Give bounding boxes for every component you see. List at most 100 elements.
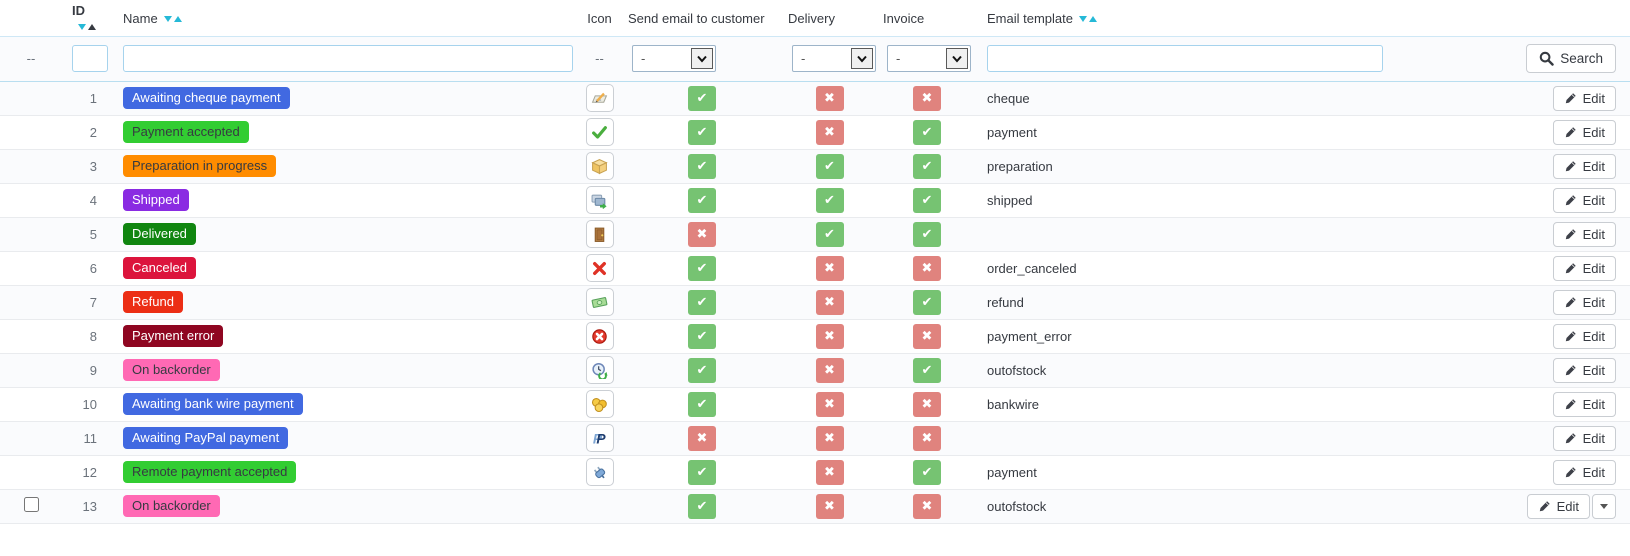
invoice-filter-select[interactable]: - [887,45,971,72]
row-icon-cell [577,149,622,184]
row-actions-cell: Edit [1397,421,1630,456]
edit-button[interactable]: Edit [1552,187,1616,213]
delivery-toggle[interactable]: ✖ [815,323,844,349]
send-email-toggle[interactable]: ✔ [688,357,716,383]
invoice-toggle[interactable]: ✔ [913,221,941,247]
invoice-toggle[interactable]: ✖ [913,255,941,281]
delivery-toggle[interactable]: ✖ [815,255,844,281]
header-send-email: Send email to customer [622,0,782,36]
invoice-toggle[interactable]: ✖ [913,85,941,111]
edit-button[interactable]: Edit [1552,323,1616,349]
delivery-toggle[interactable]: ✖ [815,425,844,451]
send-email-toggle[interactable]: ✔ [688,289,716,315]
edit-button[interactable]: Edit [1552,425,1616,451]
invoice-toggle[interactable]: ✖ [913,425,941,451]
invoice-toggle[interactable]: ✖ [913,323,941,349]
row-name-cell: On backorder [107,489,577,524]
row-invoice-cell: ✖ [877,81,977,116]
row-delivery-cell: ✖ [782,387,877,422]
select-dropdown-button[interactable] [946,48,968,69]
edit-button[interactable]: Edit [1526,493,1590,519]
send-email-toggle[interactable]: ✔ [688,323,716,349]
invoice-toggle[interactable]: ✔ [913,153,941,179]
sort-email-template[interactable] [1078,11,1098,26]
row-check-cell [0,115,62,150]
edit-button[interactable]: Edit [1552,289,1616,315]
delivery-toggle[interactable]: ✖ [815,493,844,519]
row-icon-cell [577,455,622,490]
row-check-cell [0,183,62,218]
sort-desc-icon[interactable] [78,24,86,31]
edit-button[interactable]: Edit [1552,119,1616,145]
invoice-toggle[interactable]: ✖ [913,493,941,519]
sort-desc-icon[interactable] [1078,16,1087,23]
edit-dropdown-toggle[interactable] [1592,493,1616,519]
row-id: 10 [62,387,107,422]
delivery-toggle[interactable]: ✖ [815,119,844,145]
delivery-toggle[interactable]: ✔ [815,153,844,179]
send-email-toggle[interactable]: ✔ [688,119,716,145]
header-email-template: Email template [977,0,1397,36]
sort-asc-icon[interactable] [88,24,96,31]
select-dropdown-button[interactable] [851,48,873,69]
send-email-toggle[interactable]: ✖ [688,425,716,451]
svg-text:P: P [596,430,606,446]
delivery-toggle[interactable]: ✖ [815,459,844,485]
invoice-toggle[interactable]: ✔ [913,357,941,383]
delivery-filter-select[interactable]: - [792,45,876,72]
edit-button[interactable]: Edit [1552,357,1616,383]
sort-name[interactable] [163,11,183,26]
delivery-toggle[interactable]: ✔ [815,187,844,213]
row-checkbox[interactable] [23,497,39,512]
sort-id[interactable] [77,19,97,34]
send-email-toggle[interactable]: ✔ [688,153,716,179]
email-template-value [977,217,1397,252]
delivery-toggle[interactable]: ✖ [815,391,844,417]
email-template-filter-input[interactable] [987,45,1383,72]
edit-button[interactable]: Edit [1552,221,1616,247]
send-email-filter-select[interactable]: - [632,45,716,72]
chevron-down-icon [697,55,707,63]
search-button[interactable]: Search [1526,44,1616,73]
filter-checkbox-cell: -- [0,35,62,82]
edit-button[interactable]: Edit [1552,255,1616,281]
row-invoice-cell: ✖ [877,421,977,456]
send-email-toggle[interactable]: ✔ [688,187,716,213]
send-email-toggle[interactable]: ✖ [688,221,716,247]
invoice-toggle[interactable]: ✔ [913,459,941,485]
invoice-toggle[interactable]: ✔ [913,187,941,213]
sort-asc-icon[interactable] [173,16,182,23]
edit-button[interactable]: Edit [1552,85,1616,111]
id-filter-input[interactable] [72,45,108,72]
delivery-toggle[interactable]: ✖ [815,289,844,315]
delivery-toggle[interactable]: ✖ [815,85,844,111]
send-email-toggle[interactable]: ✔ [688,459,716,485]
row-actions-cell: Edit [1397,115,1630,150]
row-delivery-cell: ✖ [782,489,877,524]
invoice-toggle[interactable]: ✖ [913,391,941,417]
row-check-cell [0,387,62,422]
invoice-toggle[interactable]: ✔ [913,289,941,315]
invoice-toggle[interactable]: ✔ [913,119,941,145]
sort-desc-icon[interactable] [163,16,172,23]
select-dropdown-button[interactable] [691,48,713,69]
table-row: 13 On backorder ✔ ✖ ✖ outofstock Edit [0,489,1630,524]
delivery-toggle[interactable]: ✖ [815,357,844,383]
send-email-toggle[interactable]: ✔ [688,391,716,417]
edit-button[interactable]: Edit [1552,391,1616,417]
edit-button[interactable]: Edit [1552,459,1616,485]
send-email-toggle[interactable]: ✔ [688,255,716,281]
email-template-value: payment_error [977,319,1397,354]
table-row: 2 Payment accepted ✔ ✖ ✔ payment Edit [0,115,1630,150]
name-filter-input[interactable] [123,45,573,72]
send-email-toggle[interactable]: ✔ [688,493,716,519]
row-icon-cell [577,387,622,422]
backorder-icon [585,356,614,384]
sort-asc-icon[interactable] [1088,16,1097,23]
status-badge: Delivered [123,223,196,245]
edit-button[interactable]: Edit [1552,153,1616,179]
send-email-toggle[interactable]: ✔ [688,85,716,111]
delivery-toggle[interactable]: ✔ [815,221,844,247]
row-send-email-cell: ✔ [622,353,782,388]
